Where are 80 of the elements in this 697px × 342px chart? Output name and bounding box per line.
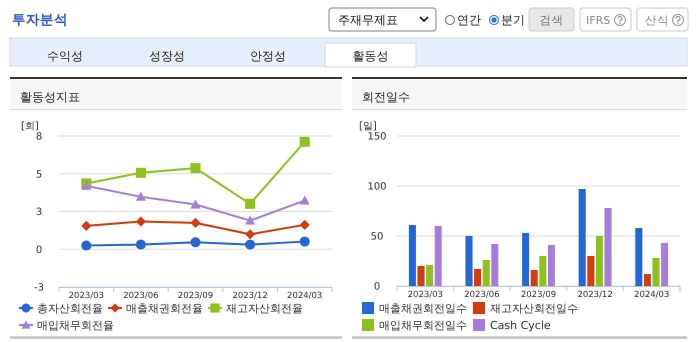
point	[245, 216, 256, 225]
bar	[587, 256, 594, 286]
legend-label: 총자산회전율	[37, 302, 103, 315]
point	[136, 192, 146, 201]
bar	[644, 274, 651, 286]
x-tick-label: 2023/12	[232, 291, 268, 301]
point	[81, 240, 92, 251]
bar	[652, 258, 660, 286]
legend-label: 매출채권회전율	[126, 302, 203, 315]
bar	[539, 256, 546, 286]
y-tick-label: 3	[36, 207, 42, 218]
x-tick-label: 2023/09	[520, 290, 556, 300]
point	[245, 240, 256, 250]
bar	[530, 270, 538, 286]
legend-label: 재고자산회전율	[226, 302, 303, 315]
x-tick-label: 2023/03	[408, 290, 443, 300]
y-tick-label: 5	[36, 169, 42, 180]
text: 주재무제표	[338, 13, 398, 27]
x-tick-label: 2024/03	[634, 290, 670, 300]
text: 안정성	[250, 49, 286, 63]
point	[190, 237, 200, 248]
point	[190, 163, 200, 174]
bar	[578, 189, 586, 286]
point	[190, 218, 200, 228]
point	[300, 236, 310, 247]
point	[136, 240, 146, 250]
y-axis-title: [회]	[21, 121, 39, 132]
bar	[426, 265, 434, 286]
bar	[661, 243, 668, 286]
bar	[466, 236, 472, 286]
y-tick-label: 0	[374, 282, 380, 292]
point	[190, 200, 200, 208]
y-tick-label: 50	[370, 232, 384, 242]
chart-title: 활동성지표	[20, 90, 80, 104]
bar	[604, 208, 612, 286]
bar	[482, 260, 490, 286]
text: IFRS	[586, 14, 610, 27]
x-tick-label: 2023/03	[68, 291, 104, 301]
chart-title: 회전일수	[362, 90, 410, 104]
point	[245, 229, 256, 240]
text: 투자분석	[12, 12, 68, 28]
y-tick-label: -3	[34, 282, 44, 294]
legend-label: Cash Cycle	[490, 319, 551, 332]
bar	[474, 269, 482, 286]
point	[136, 168, 146, 178]
bar	[635, 228, 642, 286]
bar	[596, 236, 603, 286]
point	[245, 198, 256, 209]
bar	[434, 226, 442, 286]
point	[136, 216, 146, 227]
legend-label: 매입채무회전일수	[379, 319, 467, 332]
bar	[548, 245, 555, 286]
y-tick-label: 100	[367, 182, 387, 192]
bar	[408, 225, 416, 286]
x-tick-label: 2023/09	[178, 291, 214, 301]
text: 분기	[501, 13, 525, 27]
point	[300, 196, 310, 205]
point	[300, 136, 310, 147]
bar	[522, 233, 530, 286]
x-tick-label: 2023/06	[123, 291, 159, 301]
bar	[491, 244, 498, 286]
text: 수익성	[47, 49, 83, 63]
legend-label: 매입채무회전율	[37, 319, 114, 332]
y-tick-label: 0	[36, 244, 42, 256]
y-axis-title: [일]	[359, 121, 377, 132]
text: 검색	[540, 13, 564, 27]
y-tick-label: 8	[36, 132, 42, 142]
legend-label: 재고자산회전일수	[490, 302, 578, 315]
x-tick-label: 2024/03	[287, 291, 322, 301]
text: 활동성	[352, 49, 388, 63]
x-tick-label: 2023/06	[464, 290, 500, 300]
x-tick-label: 2023/12	[577, 290, 613, 300]
text: 성장성	[149, 49, 185, 63]
y-tick-label: 150	[367, 132, 387, 142]
text: 연간	[457, 13, 481, 27]
text: 산식	[645, 13, 669, 27]
point	[81, 220, 92, 231]
legend-label: 매출채권회전일수	[379, 302, 467, 315]
point	[300, 220, 310, 230]
bar	[418, 266, 424, 286]
